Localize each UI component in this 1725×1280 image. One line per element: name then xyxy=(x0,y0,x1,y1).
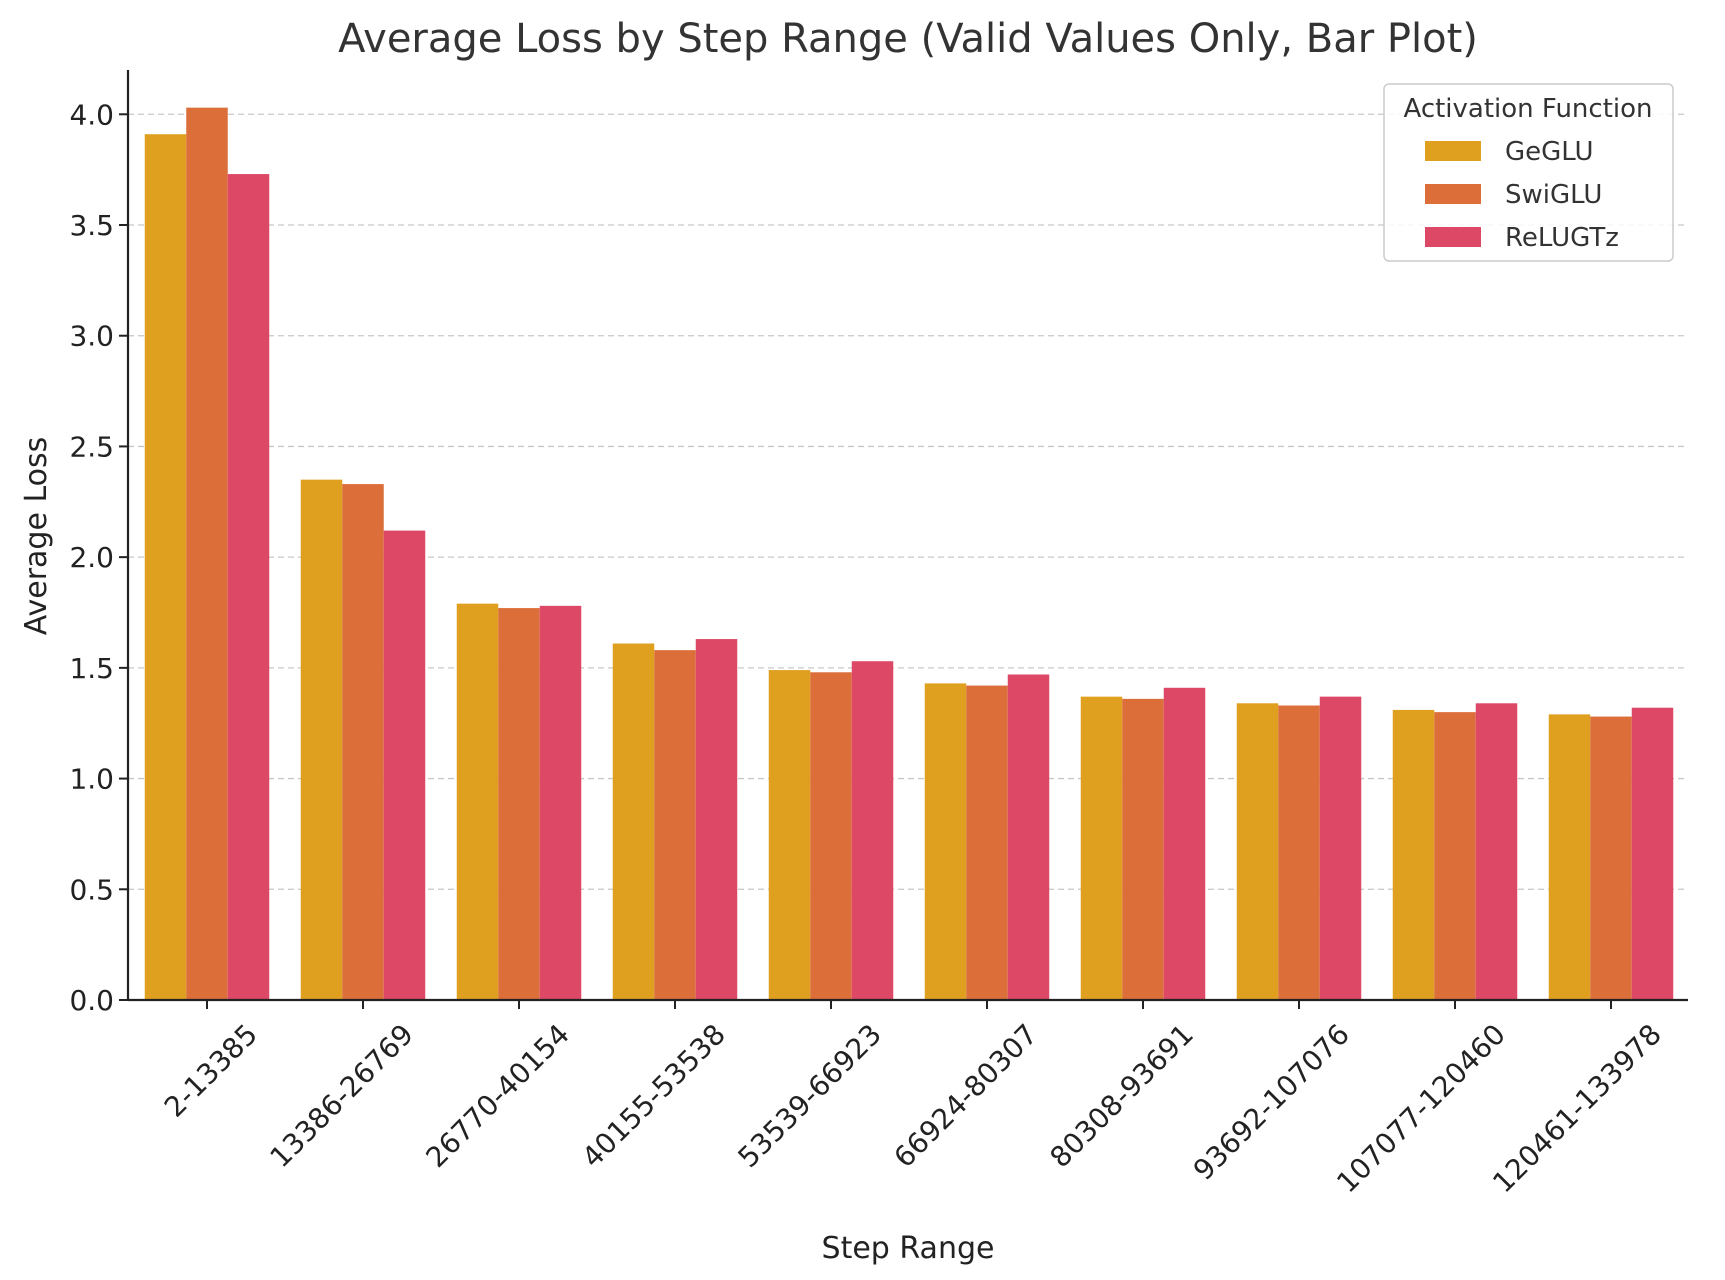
x-tick-label: 120461-133978 xyxy=(1486,1018,1668,1200)
bar-swiglu-9 xyxy=(1590,716,1632,1000)
x-tick-label: 26770-40154 xyxy=(420,1018,576,1174)
legend-label-relugtz: ReLUGTz xyxy=(1505,223,1619,253)
x-tick-label: 2-13385 xyxy=(158,1018,264,1124)
bar-geglu-8 xyxy=(1392,709,1435,1000)
bar-relugtz-6 xyxy=(1163,687,1206,1000)
x-tick-label: 93692-107076 xyxy=(1187,1018,1356,1187)
legend-label-swiglu: SwiGLU xyxy=(1505,180,1602,210)
bar-relugtz-3 xyxy=(695,639,738,1000)
bar-swiglu-7 xyxy=(1278,705,1320,1000)
x-tick-label: 66924-80307 xyxy=(888,1018,1044,1174)
bar-geglu-7 xyxy=(1236,703,1279,1000)
bar-swiglu-1 xyxy=(342,484,384,1001)
bar-geglu-6 xyxy=(1080,696,1123,1000)
x-tick-label: 40155-53538 xyxy=(576,1018,732,1174)
y-tick-label: 1.5 xyxy=(69,652,114,685)
chart-title: Average Loss by Step Range (Valid Values… xyxy=(338,16,1478,62)
y-tick-label: 2.5 xyxy=(69,430,114,463)
legend-swatch-relugtz xyxy=(1425,227,1481,247)
legend-swatch-swiglu xyxy=(1425,184,1481,204)
bar-swiglu-2 xyxy=(498,608,540,1000)
bar-swiglu-0 xyxy=(186,107,228,1000)
x-ticks: 2-13385 13386-26769 26770-40154 40155-53538… xyxy=(158,1000,1668,1199)
bar-relugtz-7 xyxy=(1319,696,1362,1000)
legend: Activation Function GeGLU SwiGLU ReLUGTz xyxy=(1383,83,1674,262)
x-tick-label: 107077-120460 xyxy=(1330,1018,1512,1200)
bar-relugtz-1 xyxy=(383,530,426,1000)
x-axis-label: Step Range xyxy=(822,1231,995,1266)
y-ticks: 0.0 0.5 1.0 1.5 2.0 2.5 3.0 3.5 4.0 xyxy=(69,98,128,1017)
y-tick-label: 4.0 xyxy=(69,98,114,131)
bars xyxy=(144,107,1674,1001)
legend-swatch-geglu xyxy=(1425,141,1481,161)
x-tick-label: 80308-93691 xyxy=(1044,1018,1200,1174)
x-tick-label: 53539-66923 xyxy=(732,1018,888,1174)
bar-geglu-4 xyxy=(768,670,811,1000)
y-tick-label: 2.0 xyxy=(69,541,114,574)
y-tick-label: 0.5 xyxy=(69,873,114,906)
bar-geglu-5 xyxy=(924,683,967,1000)
bar-relugtz-9 xyxy=(1631,707,1674,1000)
bar-relugtz-5 xyxy=(1007,674,1050,1000)
y-axis-label: Average Loss xyxy=(19,437,54,636)
bar-geglu-1 xyxy=(300,479,343,1001)
bar-swiglu-4 xyxy=(810,672,852,1000)
y-tick-label: 0.0 xyxy=(69,984,114,1017)
bar-geglu-9 xyxy=(1548,714,1591,1000)
bar-relugtz-0 xyxy=(227,174,270,1001)
legend-title: Activation Function xyxy=(1403,94,1652,124)
y-tick-label: 1.0 xyxy=(69,763,114,796)
legend-label-geglu: GeGLU xyxy=(1505,137,1594,167)
y-tick-label: 3.5 xyxy=(69,209,114,242)
bar-swiglu-5 xyxy=(966,685,1008,1000)
bar-swiglu-8 xyxy=(1434,712,1476,1000)
bar-geglu-0 xyxy=(144,134,187,1000)
x-tick-label: 13386-26769 xyxy=(264,1018,420,1174)
bar-relugtz-4 xyxy=(851,661,894,1000)
legend-box xyxy=(1383,83,1674,262)
bar-swiglu-3 xyxy=(654,650,696,1000)
bar-relugtz-2 xyxy=(539,605,582,1000)
bar-relugtz-8 xyxy=(1475,703,1518,1000)
y-tick-label: 3.0 xyxy=(69,320,114,353)
bar-swiglu-6 xyxy=(1122,698,1164,1000)
bar-geglu-2 xyxy=(456,603,499,1000)
bar-geglu-3 xyxy=(612,643,655,1000)
